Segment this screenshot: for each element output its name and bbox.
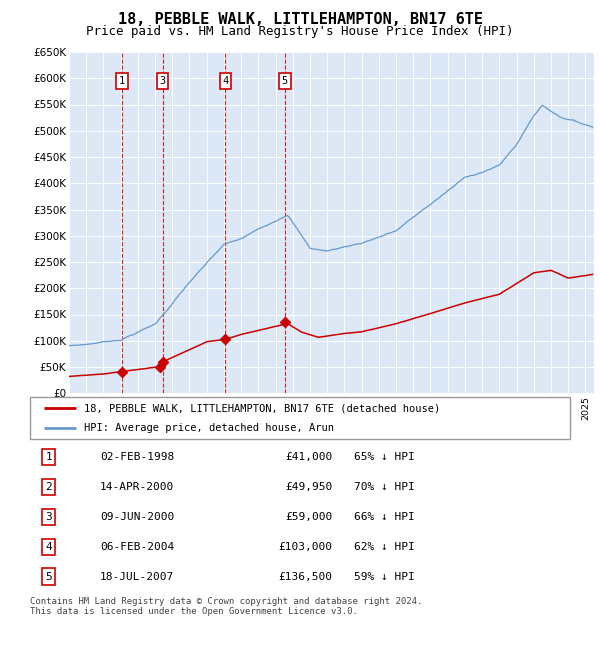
Text: 59% ↓ HPI: 59% ↓ HPI [354,571,415,582]
Text: 1: 1 [46,452,52,462]
Text: 70% ↓ HPI: 70% ↓ HPI [354,482,415,492]
Text: 09-JUN-2000: 09-JUN-2000 [100,512,175,522]
Text: HPI: Average price, detached house, Arun: HPI: Average price, detached house, Arun [84,423,334,433]
Text: 02-FEB-1998: 02-FEB-1998 [100,452,175,462]
Text: Price paid vs. HM Land Registry's House Price Index (HPI): Price paid vs. HM Land Registry's House … [86,25,514,38]
Text: 14-APR-2000: 14-APR-2000 [100,482,175,492]
Text: £136,500: £136,500 [278,571,332,582]
Text: £103,000: £103,000 [278,541,332,552]
Text: 3: 3 [46,512,52,522]
Text: 1: 1 [119,76,125,86]
Text: 5: 5 [46,571,52,582]
Text: 62% ↓ HPI: 62% ↓ HPI [354,541,415,552]
Text: 18, PEBBLE WALK, LITTLEHAMPTON, BN17 6TE: 18, PEBBLE WALK, LITTLEHAMPTON, BN17 6TE [118,12,482,27]
Text: 66% ↓ HPI: 66% ↓ HPI [354,512,415,522]
Text: Contains HM Land Registry data © Crown copyright and database right 2024.
This d: Contains HM Land Registry data © Crown c… [30,597,422,616]
Text: £59,000: £59,000 [285,512,332,522]
Text: £49,950: £49,950 [285,482,332,492]
Text: 06-FEB-2004: 06-FEB-2004 [100,541,175,552]
Text: 5: 5 [282,76,288,86]
Text: 4: 4 [223,76,229,86]
Text: 3: 3 [160,76,166,86]
Text: 2: 2 [46,482,52,492]
Text: 4: 4 [46,541,52,552]
Text: 18, PEBBLE WALK, LITTLEHAMPTON, BN17 6TE (detached house): 18, PEBBLE WALK, LITTLEHAMPTON, BN17 6TE… [84,404,440,413]
Text: 18-JUL-2007: 18-JUL-2007 [100,571,175,582]
Text: 65% ↓ HPI: 65% ↓ HPI [354,452,415,462]
Text: £41,000: £41,000 [285,452,332,462]
